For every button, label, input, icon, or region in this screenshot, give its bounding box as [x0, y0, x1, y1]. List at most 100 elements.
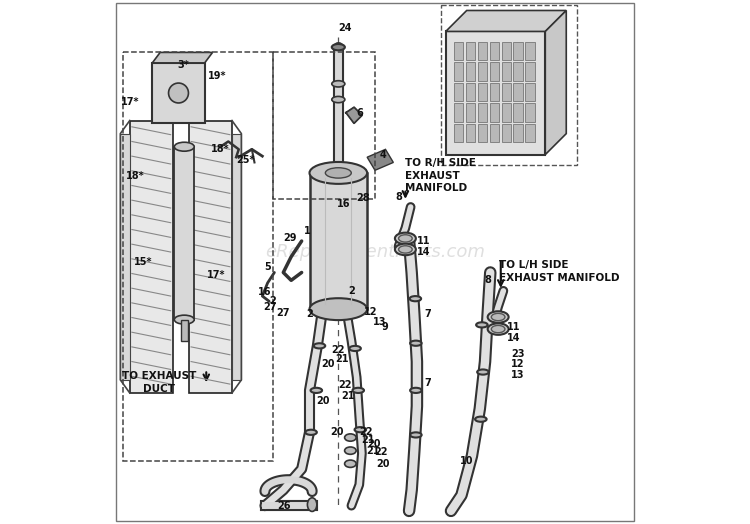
Bar [502, 124, 512, 142]
Bar [490, 62, 500, 81]
Text: 5: 5 [264, 262, 271, 272]
Text: 28: 28 [357, 193, 370, 203]
Ellipse shape [410, 432, 422, 438]
Text: 14: 14 [507, 333, 520, 343]
Ellipse shape [332, 96, 345, 103]
Text: 8: 8 [395, 191, 402, 202]
Text: 21: 21 [341, 390, 355, 401]
Text: 22: 22 [358, 427, 372, 438]
Text: 21: 21 [335, 354, 349, 364]
Ellipse shape [332, 44, 345, 50]
Text: 19*: 19* [208, 71, 226, 81]
Text: 12: 12 [364, 307, 377, 317]
Bar [478, 42, 488, 60]
Bar [454, 83, 464, 101]
Text: 27: 27 [277, 308, 290, 319]
Ellipse shape [169, 83, 188, 103]
Text: 23: 23 [512, 348, 525, 359]
Text: 12: 12 [512, 359, 525, 369]
Bar [440, 5, 577, 165]
Bar [124, 52, 273, 461]
Text: 20: 20 [321, 359, 334, 369]
Text: 26: 26 [277, 500, 290, 511]
Bar [152, 63, 205, 123]
Ellipse shape [488, 323, 508, 335]
Text: 7: 7 [424, 309, 430, 320]
Ellipse shape [395, 244, 416, 255]
Ellipse shape [174, 142, 194, 151]
Bar [232, 134, 242, 380]
Ellipse shape [491, 325, 505, 333]
Ellipse shape [352, 388, 364, 393]
Bar [454, 103, 464, 122]
Text: 29: 29 [284, 233, 297, 244]
Text: 2: 2 [269, 296, 276, 307]
Text: 22: 22 [332, 345, 345, 355]
Bar [502, 103, 512, 122]
Ellipse shape [410, 388, 422, 393]
Text: 18*: 18* [126, 170, 145, 181]
Bar [478, 124, 488, 142]
Ellipse shape [491, 313, 505, 321]
Text: 6: 6 [356, 107, 363, 118]
Text: 20: 20 [316, 396, 329, 406]
Ellipse shape [326, 168, 351, 178]
Bar [478, 62, 488, 81]
Bar [490, 83, 500, 101]
Text: 1: 1 [304, 225, 310, 236]
Text: 20: 20 [368, 439, 381, 450]
Ellipse shape [332, 81, 345, 87]
Bar [120, 134, 130, 380]
Text: 17*: 17* [121, 97, 140, 107]
Bar [526, 124, 536, 142]
Ellipse shape [395, 233, 416, 244]
Text: 14: 14 [416, 246, 430, 257]
Bar [526, 62, 536, 81]
Text: 9: 9 [382, 322, 388, 333]
Bar [514, 42, 523, 60]
Bar [514, 83, 523, 101]
Bar [454, 124, 464, 142]
Text: 16: 16 [337, 199, 350, 210]
Ellipse shape [314, 343, 326, 348]
Ellipse shape [398, 246, 412, 253]
Ellipse shape [310, 388, 322, 393]
Ellipse shape [310, 298, 368, 320]
Ellipse shape [355, 427, 366, 432]
Ellipse shape [475, 417, 487, 422]
Text: 21: 21 [362, 435, 375, 445]
Text: 21: 21 [367, 445, 380, 456]
Bar [273, 52, 375, 199]
Ellipse shape [410, 341, 422, 346]
Polygon shape [368, 149, 393, 170]
Ellipse shape [476, 322, 488, 328]
Bar [502, 42, 512, 60]
Ellipse shape [350, 346, 361, 351]
Bar [526, 83, 536, 101]
Ellipse shape [410, 296, 421, 301]
Text: 2: 2 [348, 286, 355, 296]
Text: 24: 24 [338, 23, 352, 33]
Text: 7: 7 [424, 377, 430, 388]
Text: 20: 20 [331, 427, 344, 438]
Text: TO R/H SIDE
EXHAUST
MANIFOLD: TO R/H SIDE EXHAUST MANIFOLD [406, 158, 476, 193]
Bar [466, 124, 476, 142]
Bar [490, 42, 500, 60]
Ellipse shape [488, 311, 508, 323]
Bar [490, 103, 500, 122]
Text: TO EXHAUST
DUCT: TO EXHAUST DUCT [122, 372, 196, 394]
Text: 4: 4 [380, 149, 386, 160]
Ellipse shape [305, 430, 316, 435]
Bar [526, 103, 536, 122]
Text: 10: 10 [460, 456, 473, 466]
Text: 13: 13 [512, 369, 525, 380]
Bar [181, 320, 188, 341]
Text: 8: 8 [484, 275, 491, 286]
Text: 2: 2 [306, 309, 313, 320]
Ellipse shape [344, 447, 356, 454]
Bar [514, 62, 523, 81]
Polygon shape [545, 10, 566, 155]
Ellipse shape [174, 315, 194, 324]
Bar [514, 124, 523, 142]
Bar [466, 62, 476, 81]
